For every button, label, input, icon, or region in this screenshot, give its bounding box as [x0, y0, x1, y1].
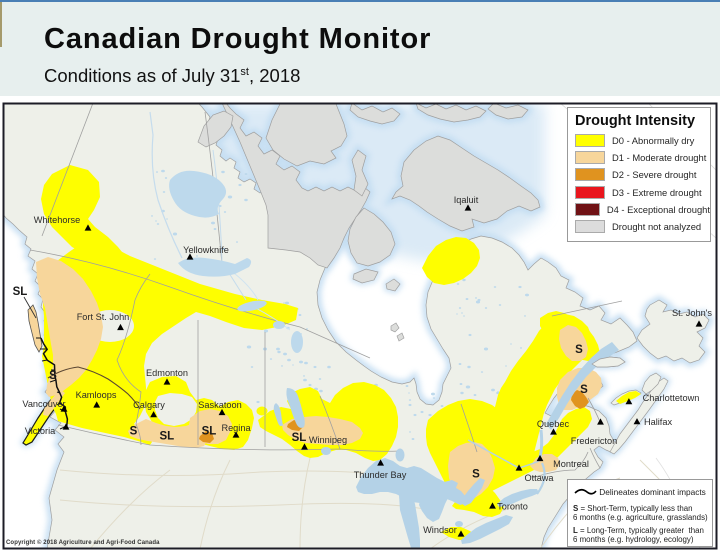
svg-text:Ottawa: Ottawa — [524, 473, 554, 483]
svg-text:Kamloops: Kamloops — [76, 390, 117, 400]
svg-text:Edmonton: Edmonton — [146, 368, 188, 378]
svg-text:Quebec: Quebec — [537, 419, 570, 429]
svg-text:Yellowknife: Yellowknife — [183, 245, 229, 255]
svg-text:Saskatoon: Saskatoon — [198, 400, 241, 410]
svg-text:Whitehorse: Whitehorse — [34, 215, 80, 225]
svg-text:Charlottetown: Charlottetown — [643, 393, 700, 403]
svg-text:St. John's: St. John's — [672, 308, 712, 318]
svg-text:S: S — [472, 469, 480, 481]
svg-text:Winnipeg: Winnipeg — [309, 435, 347, 445]
svg-text:Toronto: Toronto — [497, 502, 528, 512]
svg-text:Fort St. John: Fort St. John — [77, 312, 130, 322]
svg-text:S: S — [575, 344, 583, 356]
svg-text:Montreal: Montreal — [553, 459, 589, 469]
svg-text:Regina: Regina — [221, 423, 251, 433]
svg-text:SL: SL — [159, 431, 174, 443]
svg-text:SL: SL — [202, 426, 217, 438]
svg-text:Thunder Bay: Thunder Bay — [354, 470, 407, 480]
svg-text:S: S — [580, 384, 588, 396]
svg-text:S: S — [130, 426, 138, 438]
svg-text:SL: SL — [292, 432, 307, 444]
svg-text:SL: SL — [13, 286, 28, 298]
svg-text:Halifax: Halifax — [644, 417, 672, 427]
svg-text:Calgary: Calgary — [133, 400, 165, 410]
svg-text:Iqaluit: Iqaluit — [454, 195, 479, 205]
svg-text:Windsor: Windsor — [423, 525, 457, 535]
svg-text:Victoria: Victoria — [25, 426, 56, 436]
svg-text:S: S — [49, 370, 57, 382]
svg-text:Vancouver: Vancouver — [22, 399, 65, 409]
svg-text:Fredericton: Fredericton — [571, 436, 617, 446]
